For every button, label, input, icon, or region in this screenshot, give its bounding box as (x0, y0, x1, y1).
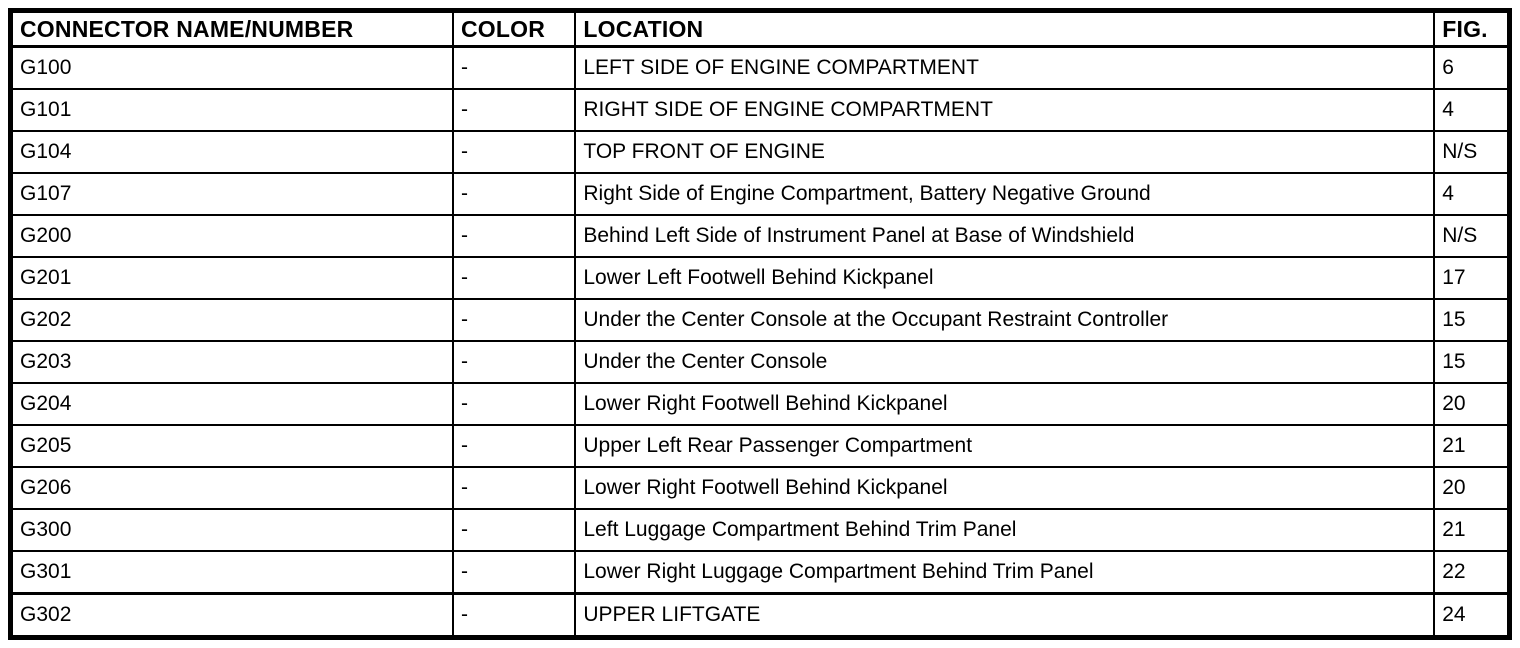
location-cell: Behind Left Side of Instrument Panel at … (574, 214, 1436, 258)
connector-name-cell: G205 (9, 424, 454, 468)
fig-cell: 20 (1433, 382, 1511, 426)
fig-cell: N/S (1433, 214, 1511, 258)
fig-cell: 4 (1433, 172, 1511, 216)
location-cell: Lower Right Footwell Behind Kickpanel (574, 466, 1436, 510)
fig-cell: 4 (1433, 88, 1511, 132)
connector-name-cell: G104 (9, 130, 454, 174)
connector-name-cell: G107 (9, 172, 454, 216)
table-row: G302- UPPER LIFTGATE 24 (9, 592, 1511, 639)
table-row: G300- Left Luggage Compartment Behind Tri… (9, 508, 1511, 552)
table-row: G100- LEFT SIDE OF ENGINE COMPARTMENT 6 (9, 45, 1511, 90)
location-cell: Upper Left Rear Passenger Compartment (574, 424, 1436, 468)
fig-cell: 15 (1433, 298, 1511, 342)
location-cell: LEFT SIDE OF ENGINE COMPARTMENT (574, 45, 1436, 90)
fig-cell: N/S (1433, 130, 1511, 174)
location-cell: Left Luggage Compartment Behind Trim Pan… (574, 508, 1436, 552)
table-row: G205- Upper Left Rear Passenger Compartme… (9, 424, 1511, 468)
table-row: G204- Lower Right Footwell Behind Kickpan… (9, 382, 1511, 426)
table-row: G301- Lower Right Luggage Compartment Beh… (9, 550, 1511, 595)
table-row: G101- RIGHT SIDE OF ENGINE COMPARTMENT 4 (9, 88, 1511, 132)
connector-ground-table: CONNECTOR NAME/NUMBER COLOR LOCATION FIG… (8, 8, 1512, 640)
connector-name-cell: G300 (9, 508, 454, 552)
color-cell: - (451, 508, 577, 552)
connector-name-cell: G100 (9, 45, 454, 90)
column-header-connector-name: CONNECTOR NAME/NUMBER (9, 9, 454, 48)
connector-name-cell: G202 (9, 298, 454, 342)
color-cell: - (451, 214, 577, 258)
location-cell: Lower Left Footwell Behind Kickpanel (574, 256, 1436, 300)
location-cell: UPPER LIFTGATE (574, 592, 1436, 639)
fig-cell: 21 (1433, 424, 1511, 468)
color-cell: - (451, 382, 577, 426)
fig-cell: 17 (1433, 256, 1511, 300)
location-cell: Under the Center Console (574, 340, 1436, 384)
connector-name-cell: G302 (9, 592, 454, 639)
fig-cell: 21 (1433, 508, 1511, 552)
connector-name-cell: G204 (9, 382, 454, 426)
color-cell: - (451, 298, 577, 342)
color-cell: - (451, 592, 577, 639)
color-cell: - (451, 172, 577, 216)
table-row: G202- Under the Center Console at the Occ… (9, 298, 1511, 342)
connector-name-cell: G301 (9, 550, 454, 595)
color-cell: - (451, 340, 577, 384)
location-cell: RIGHT SIDE OF ENGINE COMPARTMENT (574, 88, 1436, 132)
connector-name-cell: G101 (9, 88, 454, 132)
table-row: G203- Under the Center Console 15 (9, 340, 1511, 384)
color-cell: - (451, 130, 577, 174)
table-row: G107- Right Side of Engine Compartment, B… (9, 172, 1511, 216)
table-row: G206- Lower Right Footwell Behind Kickpan… (9, 466, 1511, 510)
location-cell: Lower Right Footwell Behind Kickpanel (574, 382, 1436, 426)
fig-cell: 6 (1433, 45, 1511, 90)
table-body: G100- LEFT SIDE OF ENGINE COMPARTMENT 6 G10… (9, 45, 1511, 639)
connector-name-cell: G201 (9, 256, 454, 300)
column-header-location: LOCATION (574, 9, 1436, 48)
column-header-fig: FIG. (1433, 9, 1511, 48)
table-row: G104- TOP FRONT OF ENGINE N/S (9, 130, 1511, 174)
color-cell: - (451, 88, 577, 132)
connector-name-cell: G206 (9, 466, 454, 510)
fig-cell: 22 (1433, 550, 1511, 595)
connector-name-cell: G203 (9, 340, 454, 384)
fig-cell: 20 (1433, 466, 1511, 510)
location-cell: TOP FRONT OF ENGINE (574, 130, 1436, 174)
header-row: CONNECTOR NAME/NUMBER COLOR LOCATION FIG… (9, 9, 1511, 48)
table-row: G200- Behind Left Side of Instrument Pane… (9, 214, 1511, 258)
location-cell: Lower Right Luggage Compartment Behind T… (574, 550, 1436, 595)
location-cell: Under the Center Console at the Occupant… (574, 298, 1436, 342)
fig-cell: 24 (1433, 592, 1511, 639)
fig-cell: 15 (1433, 340, 1511, 384)
column-header-color: COLOR (451, 9, 577, 48)
color-cell: - (451, 424, 577, 468)
location-cell: Right Side of Engine Compartment, Batter… (574, 172, 1436, 216)
table-row: G201- Lower Left Footwell Behind Kickpane… (9, 256, 1511, 300)
connector-name-cell: G200 (9, 214, 454, 258)
color-cell: - (451, 466, 577, 510)
color-cell: - (451, 45, 577, 90)
color-cell: - (451, 550, 577, 595)
color-cell: - (451, 256, 577, 300)
